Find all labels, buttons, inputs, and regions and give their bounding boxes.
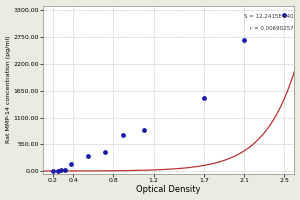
Text: S = 12.2415E+40: S = 12.2415E+40 xyxy=(244,14,294,19)
Text: r = 0.00690257: r = 0.00690257 xyxy=(250,26,294,31)
Point xyxy=(63,168,68,171)
Point xyxy=(103,150,108,153)
Point xyxy=(202,96,206,100)
Point xyxy=(51,169,56,173)
Point xyxy=(121,133,126,136)
Point xyxy=(69,162,74,165)
X-axis label: Optical Density: Optical Density xyxy=(136,185,201,194)
Point xyxy=(86,155,91,158)
Point xyxy=(282,14,287,17)
Point xyxy=(242,38,247,41)
Point xyxy=(141,128,146,131)
Y-axis label: Rat MMP-14 concentration (pg/ml): Rat MMP-14 concentration (pg/ml) xyxy=(6,36,10,143)
Point xyxy=(59,168,64,172)
Point xyxy=(56,169,61,172)
